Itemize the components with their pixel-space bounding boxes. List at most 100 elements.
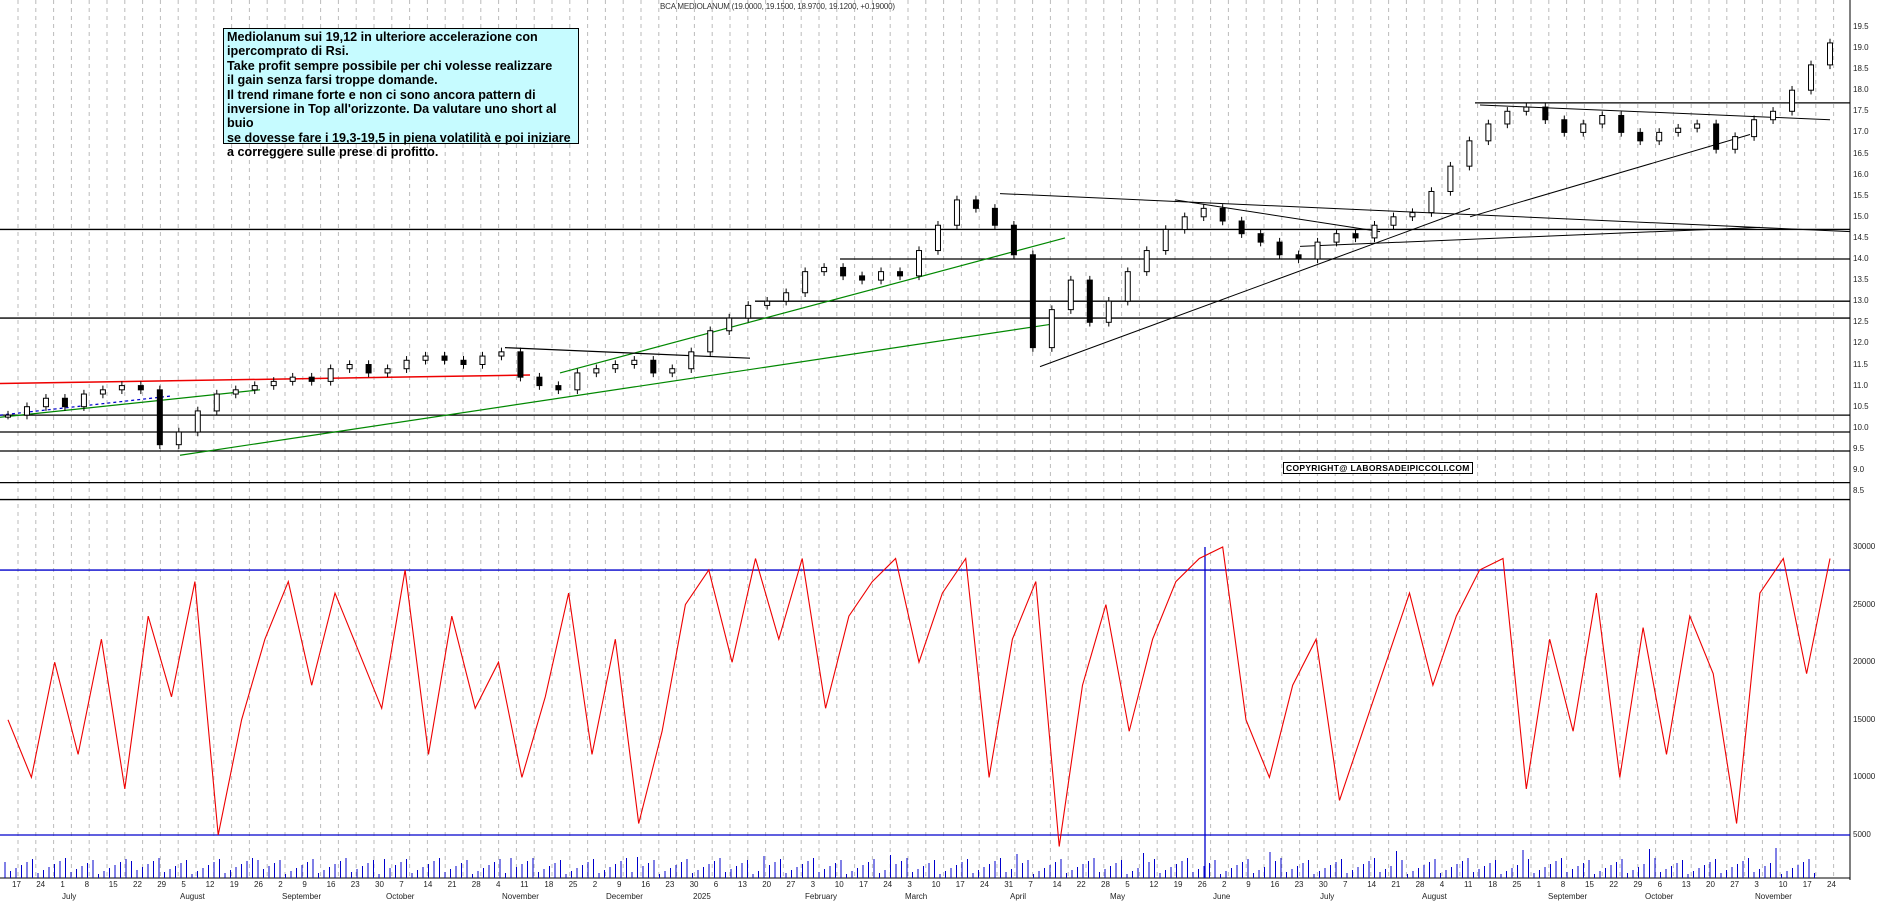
rsi-tick: 5000 bbox=[1853, 830, 1871, 839]
x-day-tick: 14 bbox=[423, 880, 433, 889]
annotation-box: Mediolanum sui 19,12 in ulteriore accele… bbox=[223, 28, 579, 159]
x-day-tick: 5 bbox=[1125, 880, 1130, 889]
price-tick: 16.5 bbox=[1853, 148, 1869, 158]
price-tick: 11.5 bbox=[1853, 359, 1868, 369]
x-day-tick: 25 bbox=[1512, 880, 1522, 889]
x-day-tick: 29 bbox=[157, 880, 167, 889]
x-month-tick: October bbox=[386, 892, 415, 901]
x-day-tick: 30 bbox=[689, 880, 699, 889]
x-day-tick: 17 bbox=[1802, 880, 1812, 889]
price-tick: 13.0 bbox=[1853, 296, 1869, 306]
x-day-tick: 27 bbox=[786, 880, 796, 889]
x-day-tick: 8 bbox=[84, 880, 90, 889]
x-month-tick: December bbox=[606, 892, 643, 901]
price-tick: 10.5 bbox=[1853, 401, 1869, 411]
x-day-tick: 22 bbox=[1076, 880, 1086, 889]
x-month-tick: August bbox=[1422, 892, 1447, 901]
x-month-tick: November bbox=[1755, 892, 1792, 901]
x-month-tick: 2025 bbox=[693, 892, 711, 901]
price-tick: 9.5 bbox=[1853, 443, 1865, 453]
price-tick: 14.0 bbox=[1853, 254, 1869, 263]
x-month-tick: February bbox=[805, 892, 838, 901]
x-day-tick: 19 bbox=[229, 880, 239, 889]
x-day-tick: 2 bbox=[278, 880, 283, 889]
x-month-tick: June bbox=[1213, 892, 1231, 901]
x-day-tick: 21 bbox=[1391, 880, 1401, 889]
x-day-tick: 30 bbox=[375, 880, 384, 889]
x-day-tick: 28 bbox=[1415, 880, 1425, 889]
x-day-tick: 12 bbox=[205, 880, 215, 889]
x-day-tick: 7 bbox=[399, 880, 404, 889]
x-month-tick: October bbox=[1645, 892, 1674, 901]
price-tick: 18.0 bbox=[1853, 85, 1869, 95]
x-day-tick: 9 bbox=[302, 880, 307, 889]
x-month-tick: April bbox=[1010, 892, 1027, 901]
x-day-tick: 2 bbox=[592, 880, 598, 889]
rsi-tick: 20000 bbox=[1853, 657, 1876, 667]
x-day-tick: 1 bbox=[1536, 880, 1542, 889]
x-day-tick: 6 bbox=[713, 880, 719, 889]
price-tick: 11.0 bbox=[1853, 380, 1868, 390]
x-day-tick: 23 bbox=[665, 880, 675, 889]
x-day-tick: 7 bbox=[1028, 880, 1033, 889]
x-day-tick: 31 bbox=[1004, 880, 1014, 889]
x-day-tick: 18 bbox=[544, 880, 554, 889]
x-month-tick: March bbox=[905, 892, 928, 901]
price-tick: 16.0 bbox=[1853, 169, 1869, 179]
x-day-tick: 9 bbox=[617, 880, 622, 889]
price-tick: 12.0 bbox=[1853, 338, 1869, 348]
rsi-tick: 30000 bbox=[1853, 542, 1876, 551]
chart-title: BCA MEDIOLANUM (19.0000, 19.1500, 18.970… bbox=[660, 2, 895, 11]
rsi-tick: 25000 bbox=[1853, 599, 1876, 609]
x-day-tick: 16 bbox=[1270, 880, 1280, 889]
copyright-label: COPYRIGHT@ LABORSADEIPICCOLI.COM bbox=[1283, 462, 1473, 474]
price-tick: 17.5 bbox=[1853, 106, 1869, 116]
x-day-tick: 23 bbox=[1294, 880, 1304, 889]
x-day-tick: 27 bbox=[1730, 880, 1740, 889]
x-day-tick: 15 bbox=[108, 880, 118, 889]
x-day-tick: 7 bbox=[1343, 880, 1348, 889]
price-tick: 10.0 bbox=[1853, 422, 1869, 432]
x-day-tick: 10 bbox=[1778, 880, 1788, 889]
x-day-tick: 21 bbox=[447, 880, 457, 889]
x-day-tick: 2 bbox=[1222, 880, 1227, 889]
x-day-tick: 13 bbox=[1681, 880, 1691, 889]
x-day-tick: 18 bbox=[1488, 880, 1498, 889]
x-day-tick: 24 bbox=[883, 880, 893, 889]
x-day-tick: 22 bbox=[133, 880, 142, 889]
x-day-tick: 15 bbox=[1585, 880, 1594, 889]
x-day-tick: 24 bbox=[1827, 880, 1836, 889]
price-tick: 15.5 bbox=[1853, 190, 1869, 200]
price-tick: 14.5 bbox=[1853, 232, 1869, 242]
x-day-tick: 11 bbox=[1464, 880, 1473, 889]
x-day-tick: 22 bbox=[1609, 880, 1619, 889]
x-month-tick: August bbox=[180, 892, 205, 901]
x-day-tick: 3 bbox=[810, 880, 816, 889]
price-tick: 8.5 bbox=[1853, 486, 1865, 496]
x-day-tick: 24 bbox=[980, 880, 989, 889]
x-day-tick: 10 bbox=[834, 880, 844, 889]
price-tick: 9.0 bbox=[1853, 465, 1865, 474]
rsi-tick: 15000 bbox=[1853, 714, 1876, 724]
x-month-tick: July bbox=[1320, 892, 1335, 901]
price-tick: 19.0 bbox=[1853, 43, 1869, 52]
x-day-tick: 14 bbox=[1052, 880, 1062, 889]
x-day-tick: 9 bbox=[1246, 880, 1251, 889]
x-day-tick: 11 bbox=[520, 880, 529, 889]
x-day-tick: 23 bbox=[350, 880, 360, 889]
x-month-tick: May bbox=[1110, 892, 1126, 901]
price-tick: 12.5 bbox=[1853, 317, 1869, 327]
x-day-tick: 14 bbox=[1367, 880, 1377, 889]
x-month-tick: July bbox=[62, 892, 77, 901]
x-month-tick: September bbox=[1548, 892, 1588, 901]
x-day-tick: 3 bbox=[1754, 880, 1759, 889]
x-day-tick: 17 bbox=[12, 880, 21, 889]
price-tick: 13.5 bbox=[1853, 275, 1869, 285]
x-day-tick: 17 bbox=[955, 880, 965, 889]
x-day-tick: 3 bbox=[907, 880, 912, 889]
x-day-tick: 13 bbox=[738, 880, 747, 889]
x-day-tick: 6 bbox=[1657, 880, 1663, 889]
x-day-tick: 8 bbox=[1560, 880, 1566, 889]
x-day-tick: 30 bbox=[1318, 880, 1328, 889]
